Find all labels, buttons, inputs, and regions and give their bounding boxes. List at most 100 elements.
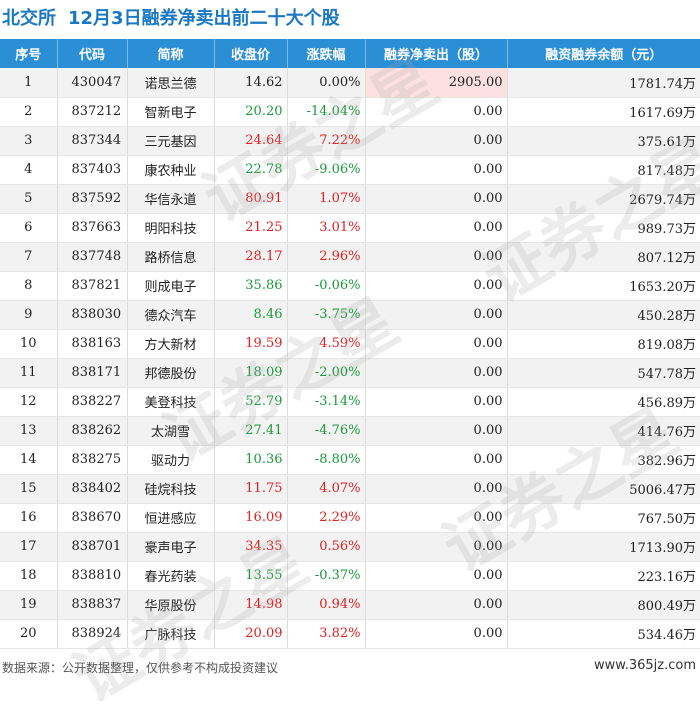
margin-balance: 1713.90万: [507, 532, 700, 562]
close-price: 18.09: [214, 358, 288, 388]
change-pct: 4.59%: [287, 329, 366, 359]
row-index: 5: [0, 184, 58, 214]
table-row: 12 838227 美登科技 52.79 -3.14% 0.00 456.89万: [0, 387, 700, 417]
stock-name: 豪声电子: [127, 532, 215, 562]
table-row: 7 837748 路桥信息 28.17 2.96% 0.00 807.12万: [0, 242, 700, 272]
close-price: 52.79: [214, 387, 288, 417]
stock-code: 838030: [57, 300, 128, 330]
table-row: 17 838701 豪声电子 34.35 0.56% 0.00 1713.90万: [0, 532, 700, 562]
change-pct: -0.37%: [287, 561, 366, 591]
stock-name: 恒进感应: [127, 503, 215, 533]
stock-name: 康农种业: [127, 155, 215, 185]
margin-balance: 807.12万: [507, 242, 700, 272]
stock-code: 837748: [57, 242, 128, 272]
margin-balance: 817.48万: [507, 155, 700, 185]
margin-balance: 1653.20万: [507, 271, 700, 301]
net-short-sell: 2905.00: [365, 68, 508, 98]
change-pct: 2.29%: [287, 503, 366, 533]
stock-code: 838924: [57, 619, 128, 649]
net-short-sell: 0.00: [365, 213, 508, 243]
row-index: 18: [0, 561, 58, 591]
margin-balance: 767.50万: [507, 503, 700, 533]
stock-name: 三元基因: [127, 126, 215, 156]
table-row: 9 838030 德众汽车 8.46 -3.75% 0.00 450.28万: [0, 300, 700, 330]
table-row: 8 837821 则成电子 35.86 -0.06% 0.00 1653.20万: [0, 271, 700, 301]
change-pct: -14.04%: [287, 97, 366, 127]
net-short-sell: 0.00: [365, 155, 508, 185]
close-price: 22.78: [214, 155, 288, 185]
change-pct: -8.80%: [287, 445, 366, 475]
margin-balance: 1617.69万: [507, 97, 700, 127]
row-index: 4: [0, 155, 58, 185]
close-price: 14.98: [214, 590, 288, 620]
table-row: 19 838837 华原股份 14.98 0.94% 0.00 800.49万: [0, 590, 700, 620]
margin-short-table: 序号 代码 简称 收盘价 涨跌幅 融券净卖出（股） 融资融券余额（元） 1 430…: [0, 39, 700, 649]
row-index: 2: [0, 97, 58, 127]
stock-name: 太湖雪: [127, 416, 215, 446]
change-pct: 0.56%: [287, 532, 366, 562]
net-short-sell: 0.00: [365, 445, 508, 475]
row-index: 7: [0, 242, 58, 272]
net-short-sell: 0.00: [365, 242, 508, 272]
change-pct: 7.22%: [287, 126, 366, 156]
stock-code: 838163: [57, 329, 128, 359]
table-row: 13 838262 太湖雪 27.41 -4.76% 0.00 414.76万: [0, 416, 700, 446]
row-index: 6: [0, 213, 58, 243]
row-index: 17: [0, 532, 58, 562]
stock-name: 邦德股份: [127, 358, 215, 388]
stock-code: 838701: [57, 532, 128, 562]
table-row: 15 838402 硅烷科技 11.75 4.07% 0.00 5006.47万: [0, 474, 700, 504]
table-row: 10 838163 方大新材 19.59 4.59% 0.00 819.08万: [0, 329, 700, 359]
row-index: 9: [0, 300, 58, 330]
table-row: 18 838810 春光药装 13.55 -0.37% 0.00 223.16万: [0, 561, 700, 591]
margin-balance: 223.16万: [507, 561, 700, 591]
change-pct: -0.06%: [287, 271, 366, 301]
margin-balance: 5006.47万: [507, 474, 700, 504]
change-pct: 3.01%: [287, 213, 366, 243]
stock-name: 华原股份: [127, 590, 215, 620]
close-price: 20.09: [214, 619, 288, 649]
table-header-row: 序号 代码 简称 收盘价 涨跌幅 融券净卖出（股） 融资融券余额（元）: [0, 39, 700, 68]
stock-code: 838275: [57, 445, 128, 475]
row-index: 1: [0, 68, 58, 98]
net-short-sell: 0.00: [365, 561, 508, 591]
stock-name: 诺思兰德: [127, 68, 215, 98]
close-price: 14.62: [214, 68, 288, 98]
table-row: 2 837212 智新电子 20.20 -14.04% 0.00 1617.69万: [0, 97, 700, 127]
margin-balance: 382.96万: [507, 445, 700, 475]
change-pct: -3.14%: [287, 387, 366, 417]
change-pct: -2.00%: [287, 358, 366, 388]
col-header-net-short: 融券净卖出（股）: [365, 39, 508, 68]
row-index: 15: [0, 474, 58, 504]
row-index: 13: [0, 416, 58, 446]
margin-balance: 547.78万: [507, 358, 700, 388]
col-header-code: 代码: [57, 39, 128, 68]
net-short-sell: 0.00: [365, 300, 508, 330]
stock-code: 838171: [57, 358, 128, 388]
close-price: 10.36: [214, 445, 288, 475]
stock-name: 明阳科技: [127, 213, 215, 243]
col-header-balance: 融资融券余额（元）: [507, 39, 700, 68]
title-bar: 北交所 12月3日融券净卖出前二十大个股: [0, 0, 700, 34]
stock-code: 837403: [57, 155, 128, 185]
change-pct: 4.07%: [287, 474, 366, 504]
table-row: 11 838171 邦德股份 18.09 -2.00% 0.00 547.78万: [0, 358, 700, 388]
table-row: 5 837592 华信永道 80.91 1.07% 0.00 2679.74万: [0, 184, 700, 214]
table-row: 1 430047 诺思兰德 14.62 0.00% 2905.00 1781.74万: [0, 68, 700, 98]
change-pct: 2.96%: [287, 242, 366, 272]
stock-name: 路桥信息: [127, 242, 215, 272]
close-price: 35.86: [214, 271, 288, 301]
stock-name: 春光药装: [127, 561, 215, 591]
table-row: 4 837403 康农种业 22.78 -9.06% 0.00 817.48万: [0, 155, 700, 185]
table-row: 14 838275 驱动力 10.36 -8.80% 0.00 382.96万: [0, 445, 700, 475]
row-index: 16: [0, 503, 58, 533]
page-title: 12月3日融券净卖出前二十大个股: [68, 8, 340, 29]
col-header-name: 简称: [127, 39, 215, 68]
site-url: www.365jz.com: [594, 658, 696, 673]
change-pct: 3.82%: [287, 619, 366, 649]
stock-name: 则成电子: [127, 271, 215, 301]
change-pct: 0.94%: [287, 590, 366, 620]
stock-code: 430047: [57, 68, 128, 98]
close-price: 21.25: [214, 213, 288, 243]
net-short-sell: 0.00: [365, 416, 508, 446]
